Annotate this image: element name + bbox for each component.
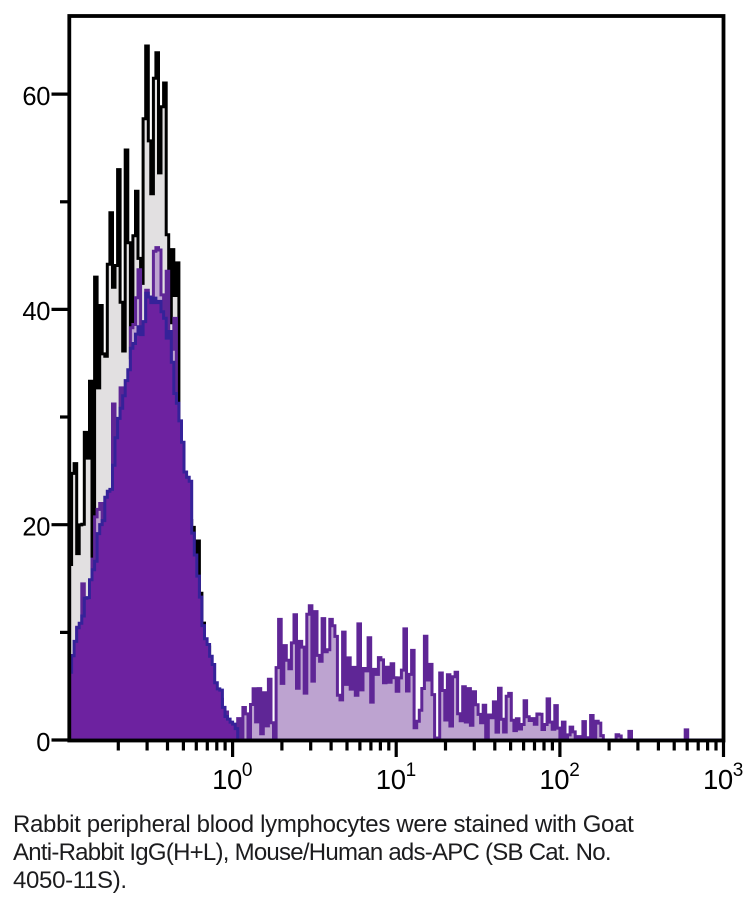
svg-text:20: 20 — [22, 514, 50, 542]
svg-text:60: 60 — [22, 83, 50, 111]
svg-text:40: 40 — [22, 298, 50, 326]
svg-text:0: 0 — [36, 729, 50, 757]
